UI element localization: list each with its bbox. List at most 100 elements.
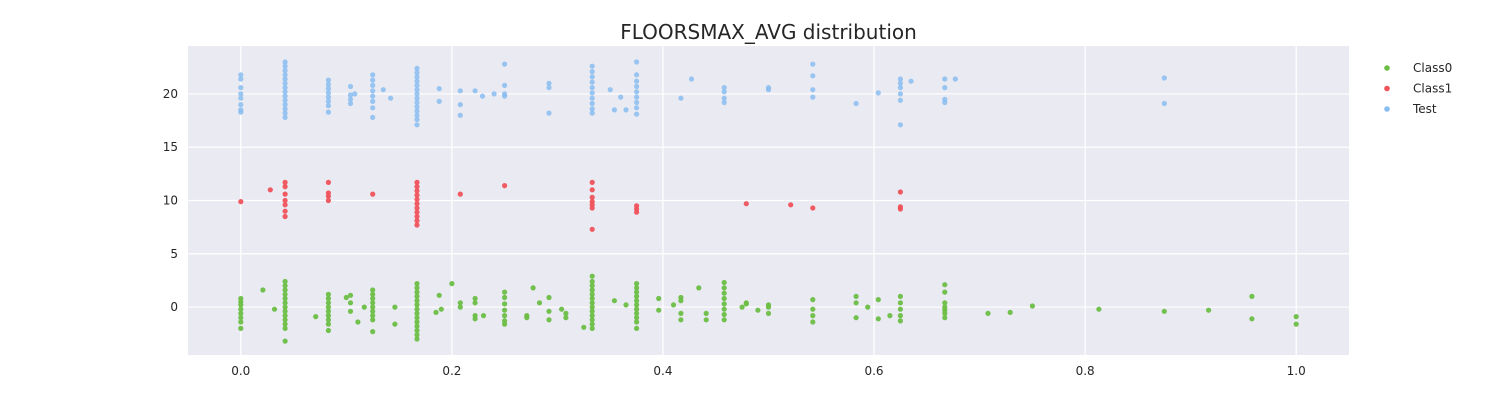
data-point-test — [238, 72, 244, 78]
data-point-class0 — [370, 313, 376, 319]
data-point-test — [370, 114, 376, 120]
data-point-class0 — [325, 317, 331, 323]
data-point-test — [414, 74, 420, 80]
data-point-class1 — [282, 184, 288, 190]
data-point-class1 — [457, 191, 463, 197]
data-point-test — [589, 69, 595, 75]
data-point-class0 — [810, 306, 816, 312]
data-point-class0 — [721, 295, 727, 302]
data-point-class0 — [325, 295, 331, 302]
data-point-class0 — [438, 306, 444, 312]
data-point-class0 — [942, 310, 948, 316]
y-tick-label: 10 — [163, 194, 178, 208]
data-point-class0 — [502, 321, 508, 327]
data-point-test — [414, 95, 420, 101]
data-point-test — [414, 82, 420, 88]
data-point-test — [238, 109, 244, 115]
data-point-class1 — [414, 222, 420, 228]
data-point-test — [282, 63, 288, 69]
data-point-test — [380, 87, 386, 93]
data-point-test — [875, 90, 881, 96]
data-point-class0 — [1161, 308, 1167, 314]
data-point-test — [618, 94, 624, 100]
data-point-test — [436, 86, 442, 92]
data-point-class0 — [589, 287, 595, 293]
data-point-class1 — [414, 188, 420, 194]
data-point-class0 — [472, 313, 478, 319]
data-point-class0 — [721, 301, 727, 307]
data-point-test — [414, 99, 420, 106]
data-point-class0 — [810, 297, 816, 303]
data-point-class0 — [370, 295, 376, 302]
data-point-class0 — [887, 313, 893, 319]
data-point-class0 — [559, 306, 565, 312]
data-point-class0 — [325, 308, 331, 314]
data-point-test — [325, 90, 331, 96]
data-point-test — [325, 81, 331, 87]
data-point-class0 — [472, 295, 478, 302]
data-point-class0 — [721, 306, 727, 312]
data-point-class0 — [703, 317, 709, 323]
data-point-class0 — [370, 317, 376, 323]
data-point-class0 — [436, 292, 442, 298]
data-point-class0 — [546, 294, 552, 301]
data-point-class0 — [589, 273, 595, 279]
data-point-class1 — [414, 209, 420, 215]
data-point-test — [589, 63, 595, 69]
data-point-class0 — [282, 287, 288, 293]
x-tick-label: 1.0 — [1287, 364, 1306, 378]
data-point-class0 — [414, 310, 420, 316]
data-point-class1 — [589, 205, 595, 211]
data-point-test — [436, 98, 442, 104]
data-point-class0 — [546, 317, 552, 323]
data-point-test — [414, 104, 420, 110]
data-point-class0 — [238, 319, 244, 325]
x-tick-label: 0.4 — [653, 364, 672, 378]
data-point-test — [765, 87, 772, 93]
data-point-class0 — [282, 313, 288, 319]
data-point-class0 — [1029, 303, 1035, 309]
data-point-test — [238, 76, 244, 82]
data-point-test — [325, 77, 331, 83]
data-point-test — [502, 82, 508, 88]
data-point-class0 — [810, 319, 816, 325]
data-point-class0 — [282, 291, 288, 297]
data-point-test — [414, 122, 420, 128]
data-point-test — [678, 95, 684, 101]
data-point-test — [546, 110, 552, 116]
data-point-class0 — [370, 291, 376, 297]
data-point-class0 — [238, 306, 244, 312]
data-point-class0 — [1293, 321, 1299, 327]
legend-marker — [1384, 85, 1390, 92]
data-point-class0 — [942, 300, 948, 306]
data-point-class0 — [810, 313, 816, 319]
data-point-class1 — [282, 179, 288, 185]
legend-label: Class1 — [1413, 82, 1452, 96]
y-tick-label: 15 — [163, 140, 178, 154]
data-point-class0 — [370, 329, 376, 335]
data-point-class0 — [524, 315, 530, 321]
data-point-test — [589, 79, 595, 85]
data-point-test — [282, 114, 288, 120]
data-point-test — [634, 72, 640, 78]
data-point-class1 — [589, 226, 595, 232]
data-point-test — [414, 70, 420, 76]
data-point-class1 — [634, 209, 640, 215]
data-point-class0 — [414, 319, 420, 325]
x-tick-label: 0.2 — [442, 364, 461, 378]
data-point-test — [282, 102, 288, 108]
data-point-class0 — [611, 298, 618, 304]
data-point-test — [352, 91, 358, 97]
data-point-class1 — [897, 189, 904, 195]
data-point-class1 — [414, 218, 420, 224]
data-point-class0 — [634, 325, 640, 331]
data-point-class0 — [414, 293, 420, 299]
data-point-class1 — [325, 197, 331, 204]
data-point-class0 — [865, 304, 871, 310]
data-point-test — [810, 73, 816, 79]
data-point-class0 — [361, 304, 367, 310]
data-point-class0 — [563, 310, 569, 316]
data-point-class0 — [282, 300, 288, 306]
data-point-test — [810, 61, 816, 67]
data-point-test — [282, 89, 288, 95]
